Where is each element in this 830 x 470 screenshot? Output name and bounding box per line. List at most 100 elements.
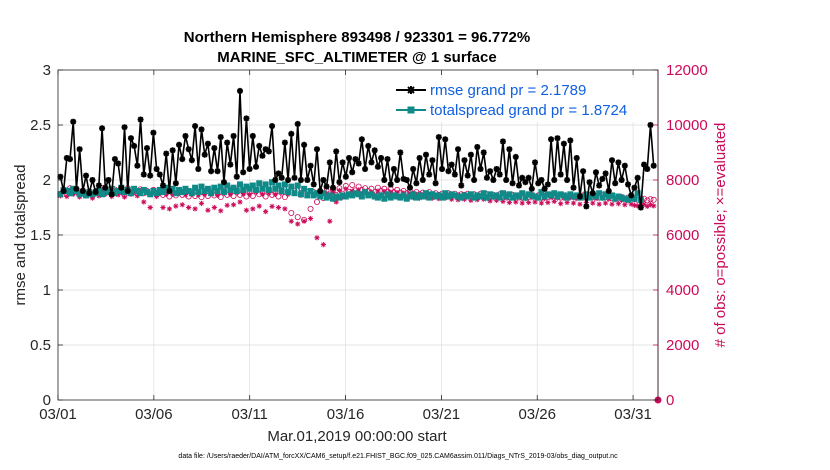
spread-point — [413, 194, 420, 201]
legend-box — [392, 78, 654, 122]
obs-evaluated-point — [622, 202, 628, 208]
rmse-point — [548, 136, 555, 143]
rmse-point — [374, 163, 381, 170]
obs-evaluated-point — [269, 203, 275, 209]
obs-evaluated-point — [442, 195, 448, 201]
spread-point — [285, 189, 292, 196]
spread-point — [509, 194, 516, 201]
spread-point — [419, 193, 426, 200]
obs-evaluated-point — [121, 194, 128, 200]
rmse-point — [458, 182, 465, 189]
obs-evaluated-point — [574, 196, 580, 202]
rmse-point — [435, 134, 442, 141]
spread-point — [230, 184, 237, 191]
spread-point — [57, 191, 64, 198]
rmse-point — [201, 151, 208, 158]
obs-evaluated-point — [157, 190, 163, 196]
rmse-point — [355, 160, 362, 167]
spread-point — [339, 192, 346, 199]
rmse-point — [278, 174, 285, 181]
rmse-point — [496, 171, 503, 178]
x-tick-label: 03/26 — [518, 406, 556, 423]
rmse-point — [525, 174, 532, 181]
rmse-point — [532, 159, 539, 166]
rmse-point — [631, 184, 638, 191]
rmse-point — [102, 184, 109, 191]
obs-possible-point — [275, 193, 282, 200]
spread-point — [455, 193, 462, 200]
rmse-point — [349, 169, 356, 176]
obs-evaluated-point — [115, 192, 121, 198]
rmse-point — [557, 171, 564, 178]
obs-evaluated-point — [275, 204, 282, 211]
rmse-point — [313, 146, 320, 153]
grid — [57, 70, 658, 400]
spread-point — [522, 194, 529, 201]
rmse-point — [602, 170, 609, 177]
obs-evaluated-point — [596, 201, 602, 207]
spread-point — [211, 184, 218, 191]
spread-point — [204, 185, 211, 192]
spread-point — [422, 190, 429, 197]
obs-evaluated-point — [487, 198, 493, 204]
rmse-point — [554, 135, 561, 142]
rmse-point — [188, 157, 195, 164]
rmse-point — [339, 159, 346, 166]
spread-point — [378, 192, 385, 199]
obs-evaluated-point — [192, 206, 198, 212]
spread-point — [313, 190, 320, 197]
spread-point — [528, 192, 535, 199]
obs-possible-point — [249, 192, 256, 199]
spread-point — [535, 194, 542, 201]
rmse-point — [259, 152, 266, 159]
obs-evaluated-point — [282, 206, 288, 212]
chart-subtitle: MARINE_SFC_ALTIMETER @ 1 surface — [217, 49, 496, 66]
spread-point — [304, 192, 311, 199]
rmse-point — [256, 142, 263, 149]
rmse-point — [522, 179, 529, 186]
rmse-point — [291, 174, 298, 181]
obs-evaluated-point — [214, 192, 221, 198]
rmse-point — [272, 177, 279, 183]
rmse-point — [121, 124, 128, 131]
rmse-point — [153, 166, 160, 172]
spread-point — [477, 193, 484, 200]
obs-evaluated-point — [426, 191, 432, 197]
spread-point — [201, 188, 208, 194]
obs-evaluated-point — [336, 187, 343, 194]
rmse-point — [400, 175, 407, 182]
spread-point — [236, 181, 243, 188]
y-left-tick-label: 2 — [43, 172, 51, 189]
spread-point — [272, 185, 279, 192]
rmse-point — [403, 177, 410, 183]
y-right-tick-label: 10000 — [666, 117, 708, 134]
rmse-point — [397, 149, 404, 156]
spread-point — [105, 189, 112, 196]
rmse-point — [208, 168, 215, 175]
spread-point — [352, 190, 359, 197]
spread-point — [95, 188, 102, 194]
obs-evaluated-point — [590, 200, 596, 206]
obs-evaluated-point — [651, 203, 657, 209]
rmse-point — [528, 185, 535, 192]
obs-evaluated-point — [118, 190, 124, 196]
obs-evaluated-point — [343, 186, 349, 192]
rmse-point — [560, 140, 567, 147]
spread-point — [253, 186, 260, 193]
obs-evaluated-point — [272, 191, 278, 197]
rmse-point — [169, 147, 176, 154]
obs-evaluated-point — [349, 188, 355, 194]
rmse-point — [422, 151, 429, 158]
rmse-point — [573, 155, 580, 161]
obs-possible-point — [313, 198, 320, 205]
rmse-point — [246, 166, 253, 172]
y-right-tick-label: 6000 — [666, 227, 699, 244]
obs-evaluated-point — [243, 207, 250, 213]
rmse-point — [124, 188, 131, 194]
rmse-point — [644, 166, 651, 172]
rmse-point — [60, 188, 67, 194]
obs-evaluated-point — [644, 203, 650, 209]
obs-evaluated-point — [461, 196, 468, 202]
obs-evaluated-point — [163, 191, 169, 197]
